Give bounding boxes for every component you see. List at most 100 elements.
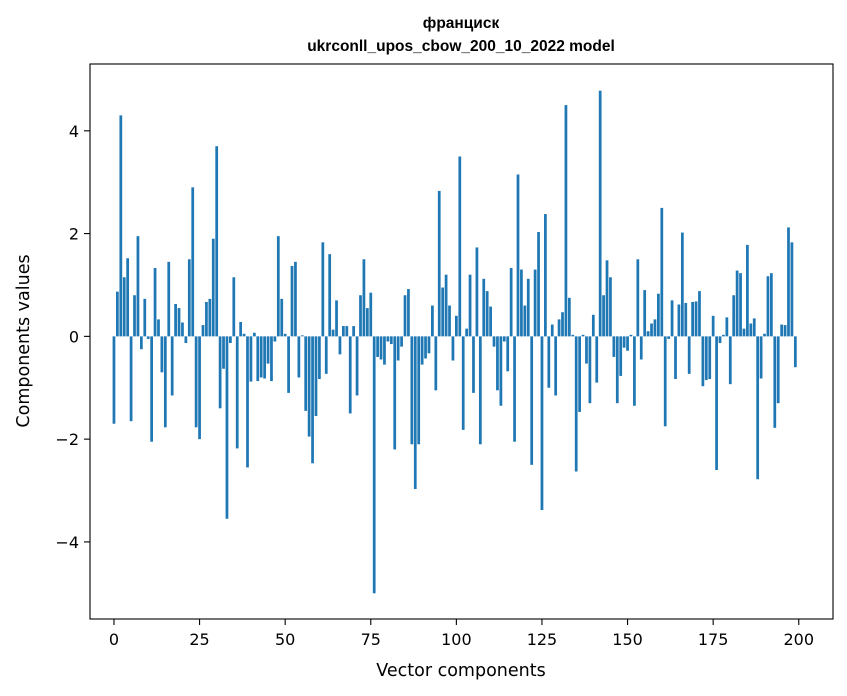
bar [773, 336, 777, 428]
x-axis-label: Vector components [376, 661, 545, 681]
bar [622, 336, 626, 348]
bar [602, 295, 605, 337]
x-tick-label: 100 [441, 630, 472, 649]
bar [146, 336, 150, 339]
bar [595, 336, 599, 383]
bar [591, 314, 595, 337]
bar [372, 336, 376, 594]
bar [359, 295, 362, 337]
bar [485, 291, 489, 337]
y-axis-label: Components values [14, 254, 34, 427]
bar [157, 319, 160, 337]
bar [160, 336, 164, 373]
bar [701, 336, 705, 387]
bar [780, 324, 784, 337]
bar [112, 336, 116, 424]
bar [513, 336, 516, 442]
bar [246, 336, 249, 468]
bar [174, 303, 177, 337]
bar [287, 336, 290, 393]
bar [502, 336, 506, 342]
bar [273, 336, 277, 342]
bar [468, 274, 472, 337]
bar [177, 308, 181, 337]
bar [276, 236, 280, 337]
bar [403, 295, 407, 337]
bar [389, 336, 393, 345]
bar [184, 336, 188, 344]
bar [352, 326, 356, 337]
bar [331, 329, 335, 337]
bar [263, 336, 266, 379]
bar [643, 290, 647, 337]
bar [129, 336, 133, 422]
bar [201, 325, 205, 337]
bar [324, 336, 328, 374]
bar [458, 156, 462, 337]
chart-subtitle: ukrconll_upos_cbow_200_10_2022 model [307, 38, 615, 55]
bar [550, 324, 554, 337]
bar [547, 336, 551, 388]
bar [670, 300, 674, 337]
bar [722, 334, 725, 337]
bar [229, 336, 232, 344]
bar [626, 336, 629, 351]
bar [704, 336, 708, 381]
bar [489, 306, 492, 337]
bar [759, 336, 763, 379]
bar [259, 336, 263, 378]
bar [554, 336, 558, 396]
bar [424, 336, 427, 359]
bar [482, 278, 486, 337]
x-tick-label: 50 [275, 630, 295, 649]
bar [633, 336, 636, 406]
bar [677, 304, 681, 337]
bar [400, 336, 403, 347]
x-tick-label: 200 [783, 630, 814, 649]
bar [739, 273, 742, 337]
bar [667, 336, 671, 339]
bar [506, 336, 510, 372]
bar [509, 268, 513, 337]
bar [578, 336, 581, 412]
bar [619, 336, 623, 376]
bar [746, 244, 749, 337]
bar [776, 336, 780, 404]
x-tick-label: 25 [189, 630, 209, 649]
bar [116, 291, 119, 337]
bar [218, 336, 222, 409]
bar [304, 336, 308, 411]
x-tick-label: 150 [612, 630, 643, 649]
bar [139, 336, 143, 350]
bar [787, 227, 790, 337]
bar [715, 336, 718, 470]
bar [444, 274, 448, 337]
bar [684, 302, 688, 337]
bar [187, 259, 191, 337]
bar [663, 336, 667, 427]
x-tick-label: 0 [109, 630, 119, 649]
bar [650, 323, 653, 337]
bar [328, 254, 332, 337]
bar [126, 258, 130, 337]
bar [191, 187, 195, 337]
bar [448, 305, 451, 337]
bar [410, 336, 414, 445]
bar [728, 336, 732, 385]
bar [256, 336, 260, 382]
bar [732, 295, 736, 337]
bar [636, 259, 640, 337]
bar [249, 336, 253, 382]
bar [211, 238, 215, 337]
bar [793, 336, 797, 368]
bar [314, 336, 318, 417]
bar [756, 336, 760, 480]
bar [167, 261, 171, 337]
bar [752, 318, 756, 337]
bar [770, 273, 773, 337]
bar [496, 336, 499, 391]
x-axis-ticks: 0 25 50 75 100 125 150 175 200 [109, 619, 814, 649]
bar [454, 315, 458, 337]
bar [362, 259, 366, 337]
